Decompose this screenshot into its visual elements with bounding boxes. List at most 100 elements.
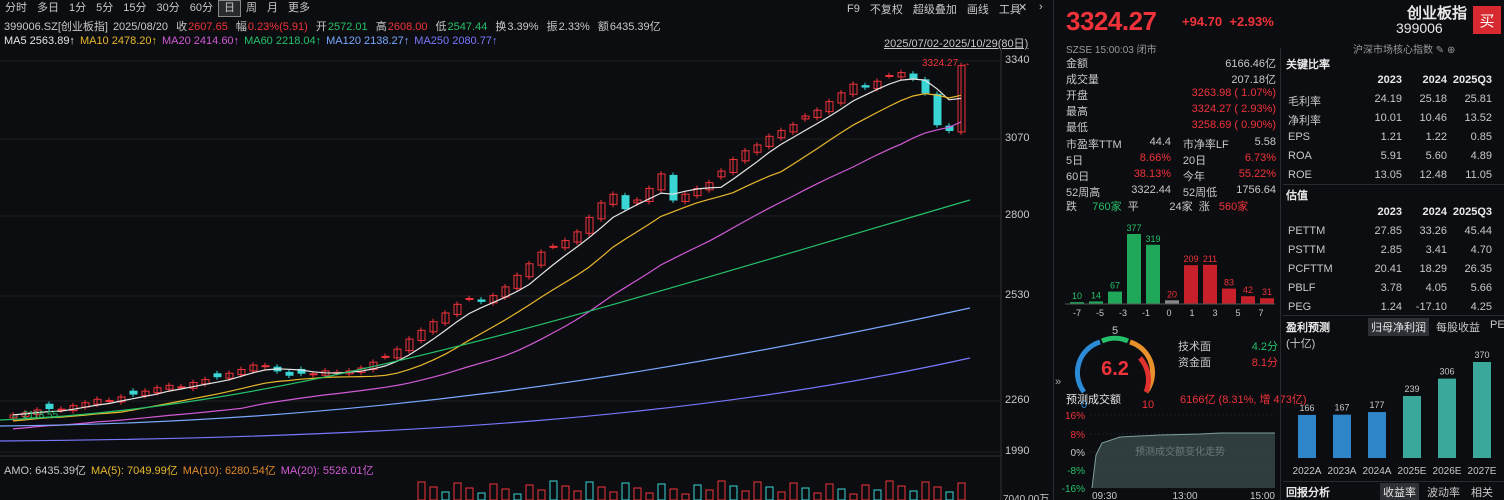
candle — [633, 199, 642, 204]
close-icon[interactable]: ✕ — [1018, 2, 1028, 14]
kline-chart[interactable]: 3324.27 → ← 2118.55 — [0, 48, 1003, 500]
tool-2[interactable]: 超级叠加 — [912, 3, 957, 16]
svg-text:5: 5 — [1112, 325, 1118, 337]
candle — [849, 83, 858, 95]
profit-tab-2[interactable]: PE — [1490, 319, 1504, 331]
ratio-label: ROA — [1288, 150, 1312, 162]
candle — [801, 115, 810, 120]
y-axis-label: 1990 — [1005, 445, 1030, 457]
volume-axis-label: 7040.00万 — [1003, 494, 1050, 500]
dist-bar-value: 10 — [1072, 291, 1082, 301]
tab-4[interactable]: 15分 — [123, 2, 147, 14]
max-price-label: 3324.27 → — [922, 58, 971, 69]
tab-0[interactable]: 分时 — [5, 2, 27, 14]
candle — [825, 101, 834, 113]
ratio-label: 毛利率 — [1288, 96, 1321, 108]
candle — [645, 187, 654, 202]
y-axis-label: 2800 — [1005, 209, 1030, 221]
expand-icon[interactable]: » — [1055, 376, 1062, 388]
candle — [309, 373, 318, 376]
return-tab-2[interactable]: 相关性 — [1471, 487, 1493, 499]
candle — [141, 390, 150, 397]
column-header: 2023 — [1377, 206, 1402, 218]
candle — [561, 240, 570, 249]
period-tabs: 分时 多日 1分 5分 15分 30分 60分日周月更多 — [0, 0, 315, 17]
profit-bar-value: 167 — [1334, 403, 1349, 413]
date-range[interactable]: 2025/07/02-2025/10/29(80日) — [884, 38, 1029, 50]
profit-title: 盈利预测 — [1286, 322, 1330, 334]
forecast-y-label: 8% — [1071, 430, 1086, 441]
return-tab-1[interactable]: 波动率 — [1427, 487, 1460, 499]
dist-bar — [1241, 296, 1255, 304]
ratio-label: ROE — [1288, 169, 1312, 181]
tab-10[interactable]: 更多 — [288, 2, 310, 14]
candle — [549, 245, 558, 248]
tab-2[interactable]: 1分 — [69, 2, 87, 14]
dist-bar — [1222, 288, 1236, 304]
index-name: 创业板指 — [1407, 5, 1468, 22]
stat-row: 最低 3258.69 ( 0.90%) — [1066, 119, 1276, 134]
candle — [453, 303, 462, 315]
tool-1[interactable]: 不复权 — [869, 3, 903, 16]
profit-bar-label: 2025E — [1398, 466, 1427, 477]
candle — [537, 251, 546, 266]
ratio-value: 0.85 — [1470, 131, 1492, 143]
dist-bar — [1127, 234, 1141, 304]
dist-tick: -7 — [1073, 308, 1081, 318]
svg-text:10: 10 — [1142, 399, 1154, 411]
candle — [129, 390, 138, 395]
tab-5[interactable]: 30分 — [156, 2, 180, 14]
forecast-x-label: 15:00 — [1250, 491, 1275, 500]
y-axis-label: 2260 — [1005, 394, 1030, 406]
candle — [789, 124, 798, 133]
tool-4[interactable]: 工具 — [998, 3, 1021, 16]
valuation-row: 市盈率TTM 44.4 市净率LF 5.58 — [1066, 136, 1277, 151]
last-price: 3324.27 — [1066, 6, 1157, 36]
ratio-value: 10.01 — [1374, 112, 1402, 124]
dist-bar — [1146, 244, 1160, 304]
candle — [933, 93, 942, 126]
ratio-value: 24.19 — [1374, 93, 1402, 105]
profit-bar-value: 177 — [1369, 400, 1384, 410]
candle — [477, 299, 486, 302]
candle — [261, 365, 270, 368]
ma-line — [12, 78, 962, 416]
dist-bar-value: 67 — [1110, 281, 1120, 291]
candle — [393, 348, 402, 359]
tab-7[interactable]: 日 — [218, 0, 241, 17]
tool-3[interactable]: 画线 — [966, 3, 989, 16]
tab-9[interactable]: 月 — [267, 2, 278, 14]
tab-6[interactable]: 60分 — [189, 2, 213, 14]
chevron-right-icon[interactable]: › — [1039, 1, 1043, 13]
profit-tab-0[interactable]: 归母净利润 — [1368, 318, 1429, 336]
tool-0[interactable]: F9 — [847, 2, 860, 15]
tab-1[interactable]: 多日 — [37, 2, 59, 14]
ratio-value: 27.85 — [1374, 225, 1402, 237]
candle — [93, 398, 102, 405]
market-breadth: 跌 760家 平 24家 涨 560家 — [1066, 201, 1249, 213]
candle — [225, 372, 234, 379]
tab-3[interactable]: 5分 — [96, 2, 114, 14]
return-tab-0[interactable]: 收益率 — [1380, 483, 1419, 500]
divider — [1280, 48, 1281, 500]
dist-bar — [1260, 298, 1274, 304]
ratio-label: PETTM — [1288, 225, 1326, 237]
edit-icon: ✎ — [1435, 45, 1445, 56]
profit-forecast-chart: 166 2022A 167 2023A 177 2024A 239 2025E 306 2026E… — [1293, 350, 1497, 477]
ratio-value: 1.21 — [1380, 131, 1402, 143]
tab-8[interactable]: 周 — [246, 2, 257, 14]
dist-bar-value: 42 — [1243, 285, 1253, 295]
valuation-row: 52周高 3322.44 52周低 1756.64 — [1066, 184, 1277, 199]
dist-bar — [1184, 265, 1198, 304]
candle — [705, 182, 714, 191]
forecast-value: 6166亿 (8.31%, 增 473亿) — [1180, 394, 1307, 406]
exchange-status: SZSE 15:00:03 闭市 — [1066, 45, 1157, 56]
ratio-value: 4.89 — [1470, 150, 1492, 162]
candle — [885, 74, 894, 77]
candle — [621, 195, 630, 210]
ratio-value: 3.78 — [1380, 282, 1402, 294]
profit-tab-1[interactable]: 每股收益 — [1436, 322, 1480, 334]
dist-tick: 1 — [1189, 308, 1194, 318]
ratio-value: 20.41 — [1374, 263, 1402, 275]
buy-button[interactable]: 买 — [1473, 6, 1501, 34]
